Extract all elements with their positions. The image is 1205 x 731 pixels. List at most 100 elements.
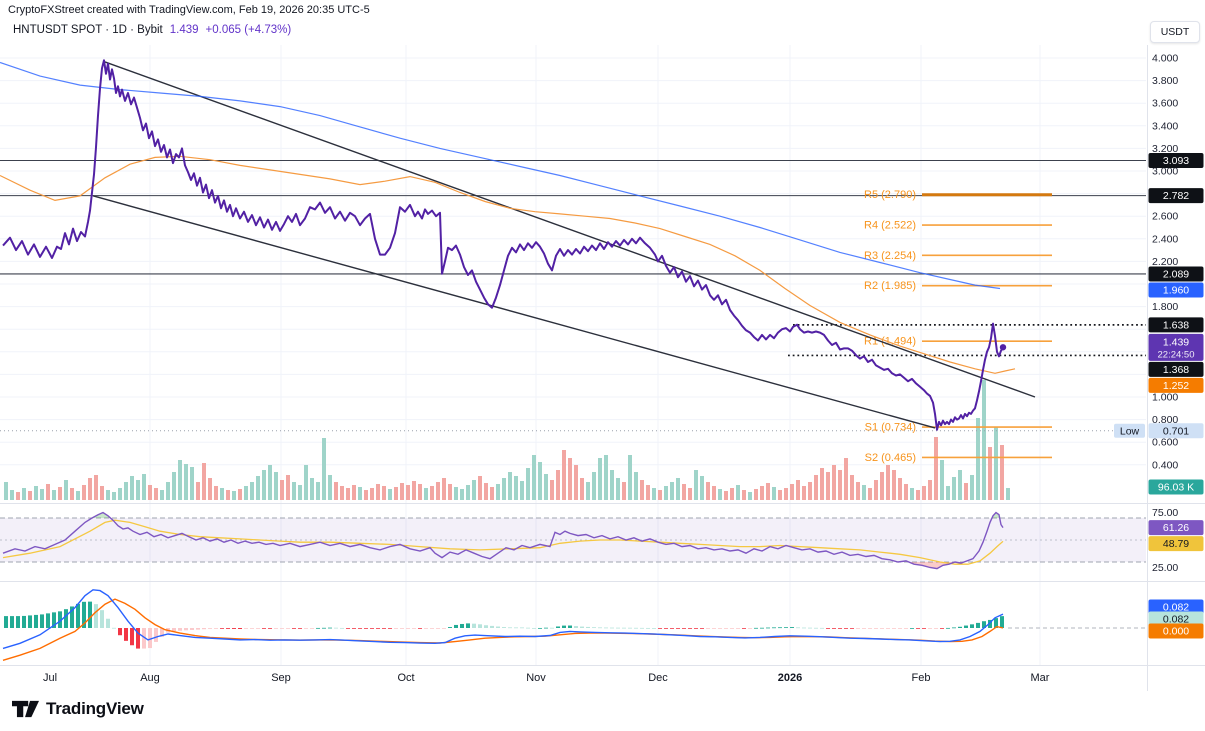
macd-histogram-bar xyxy=(364,628,368,629)
volume-bar xyxy=(430,486,434,500)
tradingview-logo-icon[interactable] xyxy=(12,698,39,720)
horizontal-levels-layer xyxy=(0,159,1146,432)
price-tick-label: 3.600 xyxy=(1152,98,1178,110)
pane-separators xyxy=(0,45,1205,691)
macd-histogram-bar xyxy=(772,627,776,629)
volume-bar xyxy=(724,491,728,500)
trendline xyxy=(104,61,1036,398)
macd-histogram-bar xyxy=(724,628,728,629)
volume-bar xyxy=(40,489,44,500)
macd-histogram-bar xyxy=(400,628,404,629)
macd-histogram-bar xyxy=(760,627,764,629)
macd-histogram-bar xyxy=(490,625,494,628)
volume-bar xyxy=(346,488,350,500)
volume-bar xyxy=(736,485,740,500)
price-tick-label: 3.800 xyxy=(1152,75,1178,87)
macd-histogram-bar xyxy=(916,628,920,629)
macd-histogram-bar xyxy=(220,628,224,629)
volume-bar xyxy=(940,460,944,500)
volume-bar xyxy=(856,482,860,500)
volume-bar xyxy=(556,470,560,500)
macd-histogram-bar xyxy=(424,628,428,629)
macd-histogram-bar xyxy=(712,628,716,629)
macd-histogram-bar xyxy=(76,603,80,628)
volume-bar xyxy=(292,482,296,500)
trendline xyxy=(92,195,936,429)
macd-histogram-bar xyxy=(832,628,836,629)
month-label: 2026 xyxy=(778,672,802,684)
macd-histogram-bar xyxy=(676,628,680,629)
month-label: Jul xyxy=(43,672,57,684)
volume-bar xyxy=(838,470,842,500)
volume-bar xyxy=(70,488,74,500)
ma-line-blue xyxy=(0,61,1001,290)
macd-histogram-bar xyxy=(346,628,350,629)
volume-bar xyxy=(160,490,164,500)
price-tick-label: 3.000 xyxy=(1152,166,1178,178)
macd-histogram-bar xyxy=(808,627,812,629)
macd-histogram-bar xyxy=(40,614,44,628)
ma-line-orange xyxy=(0,155,1016,374)
macd-histogram-bar xyxy=(466,623,470,628)
macd-histogram-bar xyxy=(730,628,734,629)
volume-bar xyxy=(364,490,368,500)
symbol-title[interactable]: HNTUSDT SPOT · 1D · Bybit xyxy=(13,24,163,36)
macd-histogram-bar xyxy=(394,628,398,629)
macd-histogram-bar xyxy=(754,627,758,629)
time-axis-region[interactable] xyxy=(0,666,1205,691)
price-tick-label: 3.200 xyxy=(1152,143,1178,155)
price-badge-label: 48.79 xyxy=(1163,538,1189,550)
price-badge xyxy=(1148,152,1204,168)
volume-bar xyxy=(808,482,812,500)
price-badge xyxy=(1148,599,1204,615)
macd-histogram-bar xyxy=(190,628,194,630)
macd-histogram-bar xyxy=(868,628,872,629)
volume-bar xyxy=(46,484,50,500)
macd-histogram-bar xyxy=(178,628,182,631)
macd-histogram-bar xyxy=(940,628,944,629)
volume-bar xyxy=(334,482,338,500)
price-badge-label: 2.089 xyxy=(1163,268,1189,280)
volume-bar xyxy=(166,482,170,500)
macd-histogram-bar xyxy=(664,628,668,629)
macd-histogram-bar xyxy=(340,627,344,629)
price-badge xyxy=(1148,361,1204,377)
macd-histogram-bar xyxy=(256,628,260,629)
volume-bar xyxy=(688,488,692,500)
volume-bar xyxy=(562,450,566,500)
macd-histogram-bar xyxy=(964,625,968,628)
price-change: +0.065 (+4.73%) xyxy=(205,24,292,36)
volume-bar xyxy=(616,478,620,500)
volume-bar xyxy=(802,486,806,500)
price-badge xyxy=(1148,423,1204,439)
macd-histogram-bar xyxy=(376,628,380,629)
macd-histogram-bar xyxy=(508,627,512,629)
macd-histogram-bar xyxy=(478,624,482,628)
macd-histogram-bar xyxy=(646,627,650,629)
volume-bar xyxy=(286,475,290,500)
macd-histogram-bar xyxy=(328,627,332,629)
volume-bar xyxy=(34,486,38,500)
tradingview-logo-text[interactable]: TradingView xyxy=(46,699,144,718)
volume-bar xyxy=(886,465,890,500)
macd-histogram-bar xyxy=(820,627,824,629)
macd-histogram-bar xyxy=(958,626,962,628)
footer: TradingView xyxy=(12,698,144,720)
volume-bar xyxy=(676,478,680,500)
macd-histogram-bar xyxy=(130,628,134,646)
volume-bar xyxy=(904,484,908,500)
volume-bar xyxy=(226,490,230,500)
currency-toggle-button[interactable]: USDT xyxy=(1150,21,1200,43)
price-badge-label: 1.368 xyxy=(1163,364,1189,376)
volume-bar xyxy=(256,476,260,500)
pivot-label-r3: R3 (2.254) xyxy=(864,250,916,262)
macd-histogram-bar xyxy=(682,628,686,629)
macd-histogram-bar xyxy=(106,618,110,628)
macd-histogram-bar xyxy=(670,628,674,629)
volume-bar xyxy=(268,465,272,500)
macd-histogram-bar xyxy=(268,628,272,629)
macd-histogram-bar xyxy=(184,628,188,631)
macd-histogram-bar xyxy=(70,606,74,628)
volume-bar xyxy=(376,484,380,500)
